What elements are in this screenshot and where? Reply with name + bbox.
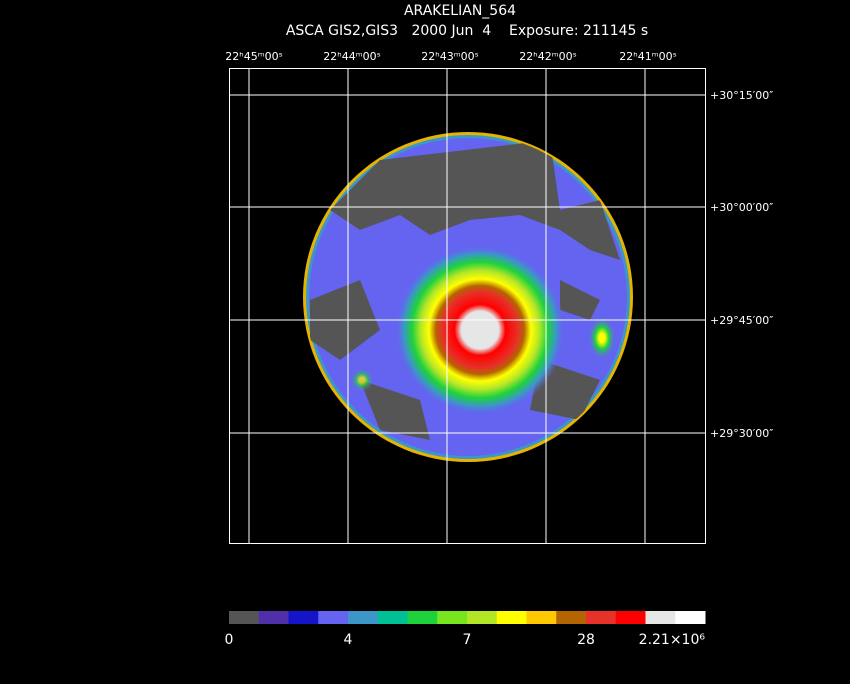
colorbar-label: 28 <box>577 632 595 648</box>
colorbar-swatch <box>437 611 468 624</box>
colorbar-swatch <box>407 611 438 624</box>
dec-label: +29°30′00″ <box>710 427 773 440</box>
dec-label: +29°45′00″ <box>710 314 773 327</box>
colorbar-swatch <box>229 611 260 624</box>
frame <box>229 68 706 544</box>
colorbar-swatch <box>288 611 319 624</box>
ra-label: 22ʰ42ᵐ00ˢ <box>519 50 576 63</box>
colorbar-swatch <box>586 611 617 624</box>
colorbar-swatch <box>675 611 706 624</box>
colorbar-swatch <box>556 611 587 624</box>
coordinate-grid <box>229 68 706 544</box>
colorbar-swatch <box>496 611 527 624</box>
dec-label: +30°00′00″ <box>710 201 773 214</box>
faint-source <box>588 316 616 360</box>
ra-label: 22ʰ43ᵐ00ˢ <box>421 50 478 63</box>
colorbar-swatch <box>318 611 349 624</box>
colorbar: 0 4 7 28 2.21×10⁶ <box>225 611 706 648</box>
colorbar-label: 0 <box>225 632 234 648</box>
sky-image <box>303 132 633 462</box>
colorbar-label: 7 <box>463 632 472 648</box>
colorbar-swatch <box>615 611 646 624</box>
ra-label: 22ʰ45ᵐ00ˢ <box>225 50 282 63</box>
ra-label: 22ʰ41ᵐ00ˢ <box>619 50 676 63</box>
colorbar-swatch <box>377 611 408 624</box>
colorbar-swatch <box>348 611 379 624</box>
colorbar-label: 4 <box>344 632 353 648</box>
colorbar-swatch <box>467 611 498 624</box>
faint-source <box>350 368 374 392</box>
axis-labels: 22ʰ45ᵐ00ˢ 22ʰ44ᵐ00ˢ 22ʰ43ᵐ00ˢ 22ʰ42ᵐ00ˢ 22ʰ4… <box>225 50 773 440</box>
colorbar-swatch <box>258 611 289 624</box>
colorbar-swatch <box>526 611 557 624</box>
colorbar-swatch <box>645 611 676 624</box>
colorbar-label: 2.21×10⁶ <box>639 632 706 648</box>
dec-label: +30°15′00″ <box>710 89 773 102</box>
ra-label: 22ʰ44ᵐ00ˢ <box>323 50 380 63</box>
bright-source <box>395 245 565 415</box>
title: ARAKELIAN_564 <box>404 3 516 19</box>
subtitle: ASCA GIS2,GIS3 2000 Jun 4 Exposure: 2111… <box>286 23 648 39</box>
